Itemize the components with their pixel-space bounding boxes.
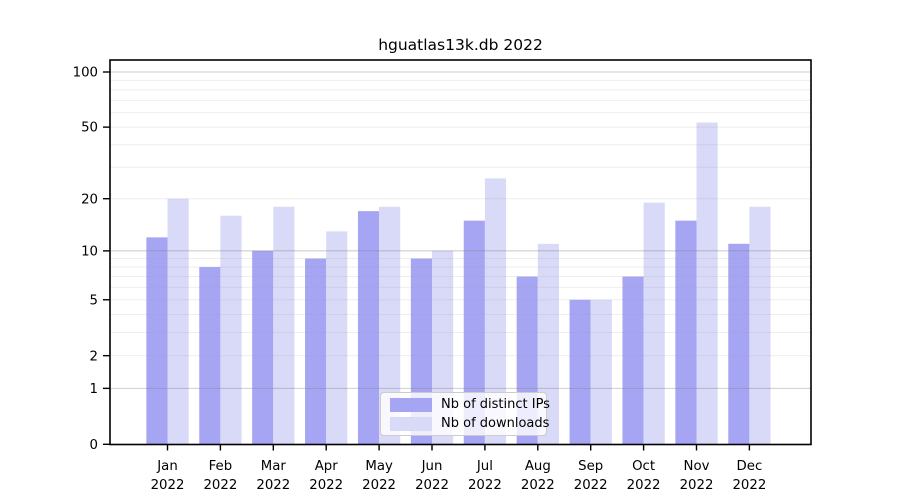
y-tick-label: 20	[81, 192, 98, 207]
y-tick-label: 1	[90, 382, 98, 397]
legend-entry-downloads: Nb of downloads	[390, 416, 549, 431]
bar-ips-dec	[728, 243, 750, 445]
x-tick-label-year: 2022	[309, 478, 343, 493]
bar-ips-sep	[569, 299, 591, 445]
bar-downloads-dec	[749, 206, 771, 445]
x-tick-label-year: 2022	[415, 478, 449, 493]
bar-ips-feb	[199, 267, 221, 445]
y-tick-label: 100	[73, 66, 98, 81]
x-tick-label-month: Aug	[525, 459, 551, 474]
legend-label-distinct-ips: Nb of distinct IPs	[441, 397, 550, 412]
x-tick-label-year: 2022	[256, 478, 290, 493]
bar-ips-apr	[305, 258, 327, 445]
y-tick-label: 50	[81, 121, 98, 136]
legend-entry-distinct-ips: Nb of distinct IPs	[390, 397, 550, 412]
x-tick-label-month: Feb	[209, 459, 233, 474]
legend-label-downloads: Nb of downloads	[441, 416, 550, 431]
x-tick-label-month: Jan	[156, 459, 178, 474]
legend: Nb of distinct IPs Nb of downloads	[380, 392, 550, 436]
legend-swatch-distinct-ips	[390, 397, 432, 412]
y-tick-label: 2	[90, 349, 98, 364]
x-tick-label-year: 2022	[627, 478, 661, 493]
plot-frame	[109, 59, 812, 446]
bar-downloads-sep	[590, 299, 612, 445]
y-tick-label: 0	[90, 438, 98, 453]
y-tick-label: 5	[90, 293, 98, 308]
bar-ips-jul	[463, 220, 485, 445]
x-tick-label-month: Jun	[421, 459, 443, 474]
x-tick-label-month: May	[365, 459, 393, 474]
bar-downloads-may	[379, 206, 401, 445]
x-tick-label-year: 2022	[362, 478, 396, 493]
x-tick-label-month: Sep	[578, 459, 603, 474]
x-tick-label-year: 2022	[203, 478, 237, 493]
x-tick-label-month: Jul	[476, 459, 493, 474]
x-tick-label-year: 2022	[574, 478, 608, 493]
bar-downloads-jan	[167, 198, 189, 445]
bar-downloads-oct	[643, 202, 665, 445]
x-tick-label-month: Apr	[315, 459, 339, 474]
bar-downloads-jul	[484, 178, 507, 445]
bar-downloads-nov	[696, 122, 718, 445]
x-tick-label-year: 2022	[468, 478, 502, 493]
x-tick-label-year: 2022	[521, 478, 555, 493]
bar-ips-may	[357, 211, 380, 445]
bar-ips-oct	[622, 276, 644, 445]
x-tick-label-month: Mar	[261, 459, 287, 474]
bar-downloads-mar	[273, 206, 295, 445]
x-tick-label-year: 2022	[151, 478, 185, 493]
bar-ips-jan	[146, 237, 168, 445]
bar-ips-mar	[252, 250, 274, 445]
bar-ips-nov	[675, 220, 697, 445]
x-tick-label-month: Nov	[684, 459, 710, 474]
x-tick-label-year: 2022	[732, 478, 766, 493]
y-tick-label: 10	[81, 244, 98, 259]
x-tick-label-year: 2022	[680, 478, 714, 493]
bar-downloads-feb	[220, 215, 242, 445]
bar-downloads-apr	[326, 231, 348, 445]
x-tick-label-month: Oct	[632, 459, 655, 474]
x-tick-label-month: Dec	[737, 459, 763, 474]
chart-title: hguatlas13k.db 2022	[378, 36, 543, 54]
legend-swatch-downloads	[390, 416, 432, 431]
